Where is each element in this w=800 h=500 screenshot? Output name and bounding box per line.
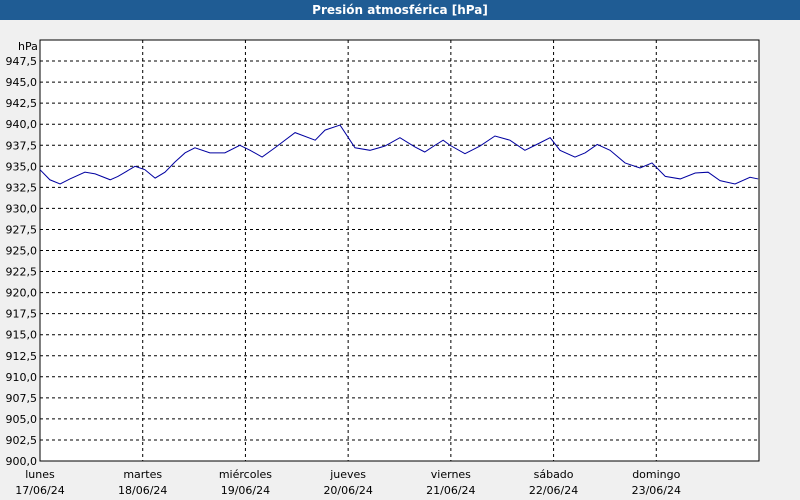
x-tick-label: lunes bbox=[25, 468, 55, 481]
y-tick-label: 947,5 bbox=[6, 55, 38, 68]
x-tick-date: 22/06/24 bbox=[529, 484, 578, 497]
x-tick-label: miércoles bbox=[219, 468, 272, 481]
y-tick-label: 917,5 bbox=[6, 308, 38, 321]
y-tick-label: 935,0 bbox=[6, 160, 38, 173]
y-tick-label: 930,0 bbox=[6, 202, 38, 215]
y-tick-label: 945,0 bbox=[6, 76, 38, 89]
x-tick-date: 23/06/24 bbox=[632, 484, 681, 497]
y-tick-label: 907,5 bbox=[6, 392, 38, 405]
y-tick-label: 922,5 bbox=[6, 266, 38, 279]
y-tick-label: 912,5 bbox=[6, 350, 38, 363]
title-bar bbox=[0, 0, 800, 20]
y-tick-label: 937,5 bbox=[6, 139, 38, 152]
y-tick-label: 910,0 bbox=[6, 371, 38, 384]
x-tick-label: jueves bbox=[329, 468, 366, 481]
y-tick-label: 940,0 bbox=[6, 118, 38, 131]
y-tick-label: 900,0 bbox=[6, 455, 38, 468]
chart-title: Presión atmosférica [hPa] bbox=[312, 3, 488, 17]
x-tick-label: domingo bbox=[632, 468, 680, 481]
x-tick-label: martes bbox=[123, 468, 162, 481]
x-tick-date: 18/06/24 bbox=[118, 484, 167, 497]
x-tick-date: 17/06/24 bbox=[15, 484, 64, 497]
x-tick-label: sábado bbox=[534, 468, 574, 481]
y-tick-label: 902,5 bbox=[6, 434, 38, 447]
y-tick-label: 905,0 bbox=[6, 413, 38, 426]
y-tick-label: 920,0 bbox=[6, 287, 38, 300]
x-tick-date: 20/06/24 bbox=[323, 484, 372, 497]
plot-area bbox=[39, 39, 760, 462]
y-axis-label: hPa bbox=[18, 40, 38, 53]
y-tick-label: 932,5 bbox=[6, 181, 38, 194]
plot-border bbox=[39, 39, 760, 462]
y-tick-label: 925,0 bbox=[6, 245, 38, 258]
x-tick-label: viernes bbox=[431, 468, 471, 481]
y-tick-label: 927,5 bbox=[6, 223, 38, 236]
y-tick-label: 915,0 bbox=[6, 329, 38, 342]
x-tick-date: 19/06/24 bbox=[221, 484, 270, 497]
data-line bbox=[39, 124, 759, 185]
y-tick-label: 942,5 bbox=[6, 97, 38, 110]
x-tick-date: 21/06/24 bbox=[426, 484, 475, 497]
